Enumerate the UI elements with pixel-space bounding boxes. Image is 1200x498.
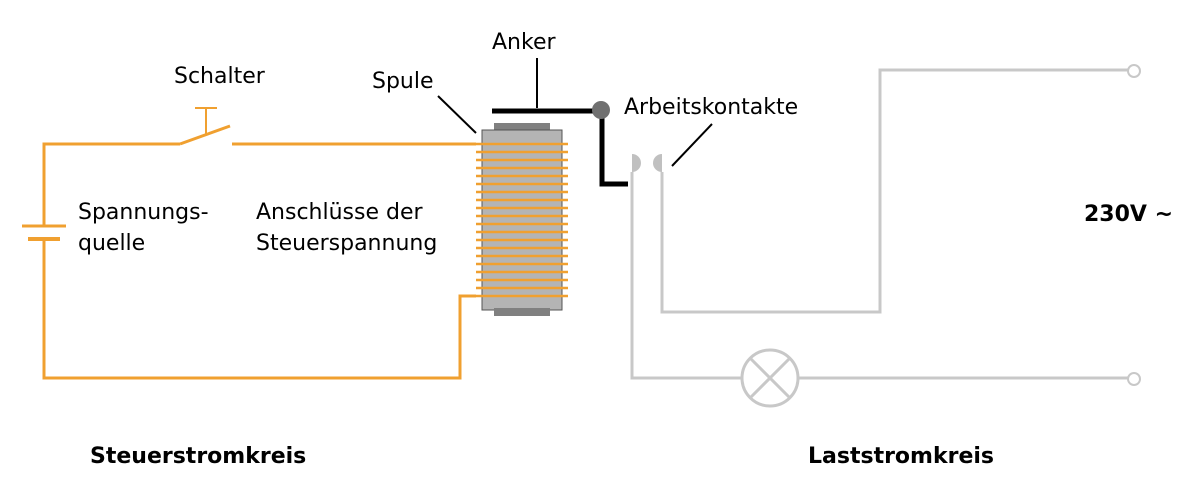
switch-label: Schalter (174, 64, 266, 89)
coil-label: Spule (372, 69, 434, 94)
control-circuit-label: Steuerstromkreis (90, 444, 306, 469)
terminal-top (1127, 64, 1141, 78)
control-circuit (22, 107, 476, 380)
source-label-line2: quelle (78, 231, 145, 256)
armature (492, 101, 628, 187)
coil-cap-bottom (494, 308, 550, 316)
coil (476, 123, 568, 316)
load-circuit (630, 64, 1141, 408)
control-wire-bottom (42, 239, 476, 380)
contact-right (653, 154, 662, 172)
coil-core (481, 129, 563, 311)
source-label-line1: Spannungs- (78, 200, 209, 225)
coil-cap-top (494, 123, 550, 132)
voltage-label: 230V ~ (1084, 202, 1173, 227)
coil-windings (476, 142, 568, 298)
terminal-bottom (1127, 372, 1141, 386)
kontakte-pointer (671, 123, 713, 167)
armature-label: Anker (492, 30, 556, 55)
terminals-label-line1: Anschlüsse der (256, 200, 424, 225)
armature-arm (599, 111, 628, 187)
load-wire-contact-side (660, 68, 1128, 314)
pointer-lines (437, 58, 713, 167)
spule-pointer (437, 95, 477, 134)
switch-lever (179, 124, 231, 146)
lamp-symbol (740, 348, 800, 408)
terminals-label-line2: Steuerspannung (256, 231, 437, 256)
contacts-label: Arbeitskontakte (624, 95, 798, 120)
load-wire-lamp-side (630, 172, 742, 380)
contact-left (632, 154, 641, 172)
control-wire-left (42, 142, 180, 226)
armature-pivot (592, 101, 610, 119)
load-circuit-label: Laststromkreis (808, 444, 994, 469)
